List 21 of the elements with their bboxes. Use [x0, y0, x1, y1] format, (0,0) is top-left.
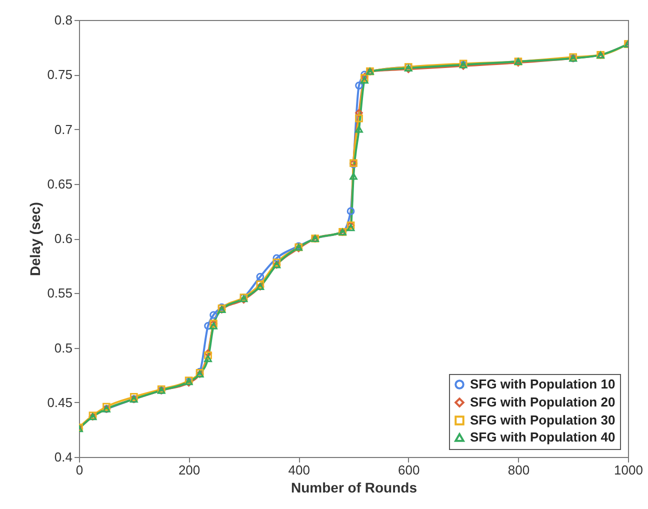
- y-tick-label: 0.6: [54, 231, 72, 246]
- x-tick-label: 1000: [614, 462, 643, 478]
- y-tick-label: 0.5: [54, 340, 72, 356]
- legend-label: SFG with Population 30: [470, 412, 616, 428]
- x-axis-title: Number of Rounds: [291, 480, 418, 496]
- y-tick-label: 0.8: [54, 12, 72, 28]
- legend-label: SFG with Population 40: [470, 430, 616, 444]
- legend-label: SFG with Population 20: [470, 394, 616, 410]
- y-tick-label: 0.75: [47, 67, 72, 82]
- x-tick-label: 0: [76, 462, 84, 478]
- y-tick-label: 0.55: [47, 286, 72, 301]
- y-tick-label: 0.45: [47, 394, 72, 410]
- y-axis-title: Delay (sec): [27, 202, 44, 276]
- y-tick-label: 0.4: [54, 450, 72, 464]
- legend-label: SFG with Population 10: [470, 376, 616, 392]
- x-tick-label: 200: [178, 462, 200, 478]
- x-tick-label: 400: [288, 462, 310, 478]
- y-tick-label: 0.7: [54, 122, 72, 137]
- x-tick-label: 800: [508, 462, 530, 478]
- y-tick-label: 0.65: [47, 176, 72, 192]
- x-tick-label: 600: [398, 462, 420, 478]
